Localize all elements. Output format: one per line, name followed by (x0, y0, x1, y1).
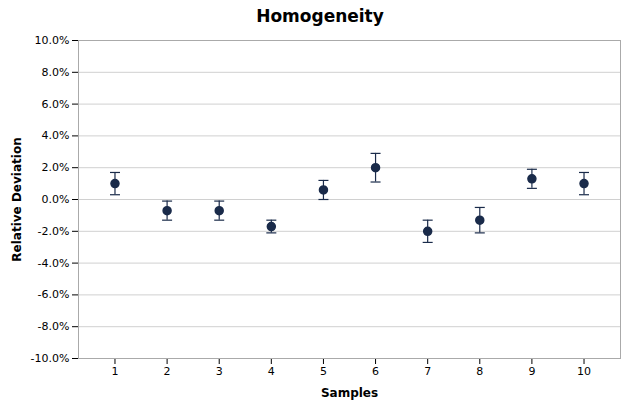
svg-text:10: 10 (577, 365, 591, 378)
svg-text:9: 9 (528, 365, 535, 378)
svg-text:10.0%: 10.0% (35, 34, 70, 47)
svg-text:Samples: Samples (321, 386, 378, 400)
svg-text:-10.0%: -10.0% (31, 352, 70, 365)
svg-text:4.0%: 4.0% (42, 129, 70, 142)
svg-text:2: 2 (164, 365, 171, 378)
svg-text:-6.0%: -6.0% (38, 288, 70, 301)
svg-text:5: 5 (320, 365, 327, 378)
svg-text:Relative Deviation: Relative Deviation (10, 137, 24, 261)
svg-text:0.0%: 0.0% (42, 193, 70, 206)
svg-text:-2.0%: -2.0% (38, 225, 70, 238)
html-text:Homogeneity: Homogeneity (256, 6, 384, 26)
svg-text:-8.0%: -8.0% (38, 320, 70, 333)
svg-text:4: 4 (268, 365, 275, 378)
svg-text:8.0%: 8.0% (42, 66, 70, 79)
svg-text:1: 1 (111, 365, 118, 378)
svg-text:3: 3 (216, 365, 223, 378)
svg-text:-4.0%: -4.0% (38, 257, 70, 270)
svg-text:2.0%: 2.0% (42, 161, 70, 174)
svg-text:6: 6 (372, 365, 379, 378)
svg-text:7: 7 (424, 365, 431, 378)
svg-text:8: 8 (476, 365, 483, 378)
svg-text:6.0%: 6.0% (42, 98, 70, 111)
